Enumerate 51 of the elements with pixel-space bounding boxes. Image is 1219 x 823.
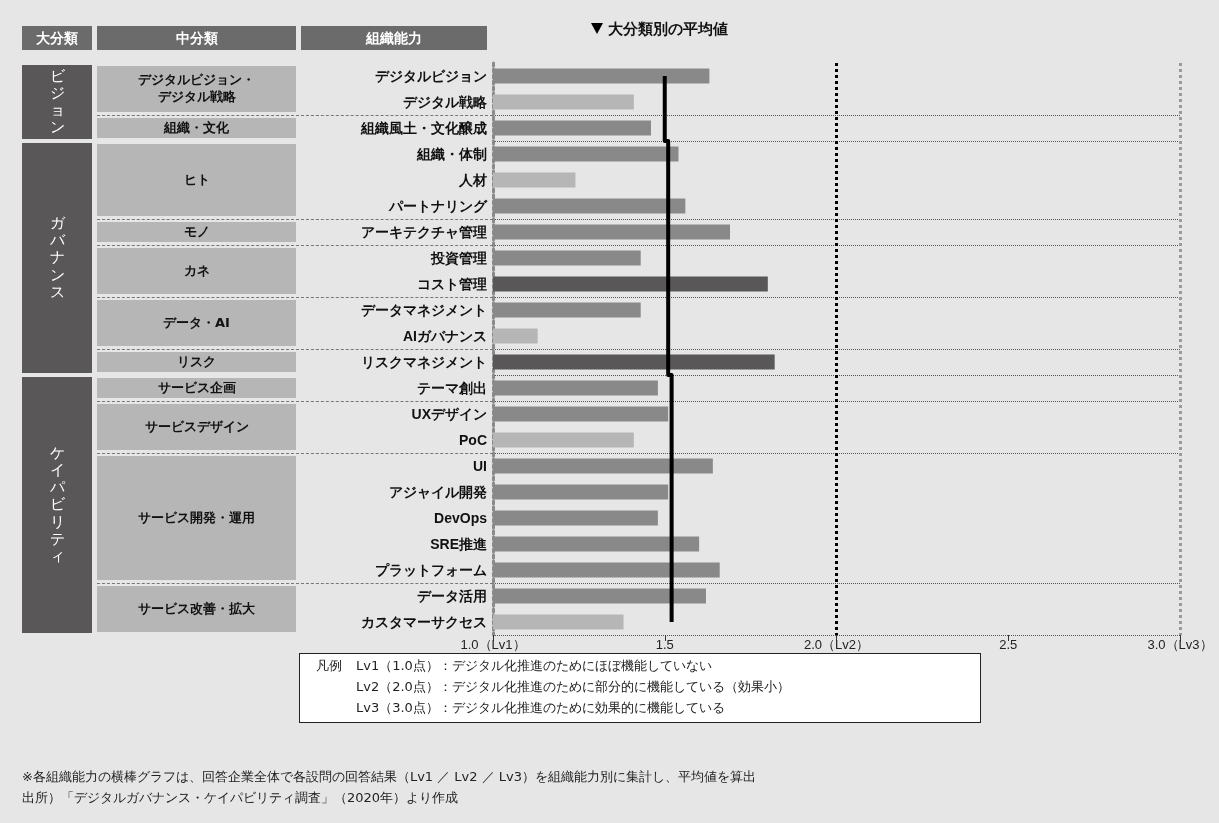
legend-label: 大分類別の平均値 <box>608 20 728 37</box>
text: Lv1（1.0点）：デジタル化推進のためにほぼ機能していない <box>356 657 712 675</box>
y-tick-label: 投資管理 <box>430 250 487 266</box>
text: 組織・文化 <box>97 118 296 138</box>
text: Lv3（3.0点）：デジタル化推進のために効果的に機能している <box>356 699 725 717</box>
y-tick-label: アーキテクチャ管理 <box>361 224 487 240</box>
text: サービス企画 <box>97 378 296 398</box>
y-tick-label: コスト管理 <box>417 276 487 292</box>
y-tick-label: リスクマネジメント <box>361 354 487 370</box>
text: ビジョン <box>49 66 65 137</box>
x-tick-label: 1.0（Lv1） <box>460 637 526 652</box>
x-tick-label: 1.5 <box>655 637 674 652</box>
text: サービス開発・運用 <box>97 456 296 580</box>
y-tick-label: 組織・体制 <box>416 146 487 162</box>
y-tick-label: データマネジメント <box>361 302 487 318</box>
x-tick-label: 2.5 <box>999 637 1018 652</box>
text: データ・AI <box>97 300 296 346</box>
text: 中分類 <box>97 26 296 50</box>
y-tick-label: デジタル戦略 <box>403 94 488 110</box>
y-tick-label: データ活用 <box>417 588 487 604</box>
y-tick-label: テーマ創出 <box>417 380 487 396</box>
y-tick-label: UI <box>473 458 487 474</box>
y-tick-label: パートナリング <box>388 198 488 214</box>
text: Lv2（2.0点）：デジタル化推進のために部分的に機能している（効果小） <box>356 678 790 696</box>
x-tick-label: 3.0（Lv3） <box>1147 637 1213 652</box>
y-tick-label: 人材 <box>458 172 487 188</box>
y-tick-label: アジャイル開発 <box>389 484 487 500</box>
y-tick-label: UXデザイン <box>411 406 487 422</box>
y-tick-label: カスタマーサクセス <box>361 614 487 630</box>
text: ヒト <box>97 144 296 216</box>
y-tick-label: プラットフォーム <box>375 562 487 578</box>
text: モノ <box>97 222 296 242</box>
text: ガバナンス <box>49 213 65 302</box>
y-tick-label: AIガバナンス <box>403 328 487 344</box>
text: 出所）「デジタルガバナンス・ケイパビリティ調査」（2020年）より作成 <box>22 789 459 807</box>
text: サービスデザイン <box>97 404 296 450</box>
text: 大分類 <box>22 26 92 50</box>
y-tick-label: デジタルビジョン <box>375 68 487 84</box>
text: リスク <box>97 352 296 372</box>
x-tick-label: 2.0（Lv2） <box>803 637 870 652</box>
text: 組織能力 <box>301 26 487 50</box>
y-tick-label: DevOps <box>434 510 488 526</box>
y-tick-label: PoC <box>459 432 487 448</box>
text: ケイパビリティ <box>49 443 65 566</box>
text: カネ <box>97 248 296 294</box>
y-tick-label: 組織風土・文化醸成 <box>360 120 487 136</box>
text: 凡例 <box>316 657 342 675</box>
text: ※各組織能力の横棒グラフは、回答企業全体で各設問の回答結果（Lv1 ／ Lv2 ／ Lv3）を組織能力別に集計し、平均値を算出 <box>22 768 757 786</box>
y-tick-label: SRE推進 <box>430 536 488 552</box>
text: サービス改善・拡大 <box>97 586 296 632</box>
text: デジタルビジョン・デジタル戦略 <box>97 66 296 112</box>
